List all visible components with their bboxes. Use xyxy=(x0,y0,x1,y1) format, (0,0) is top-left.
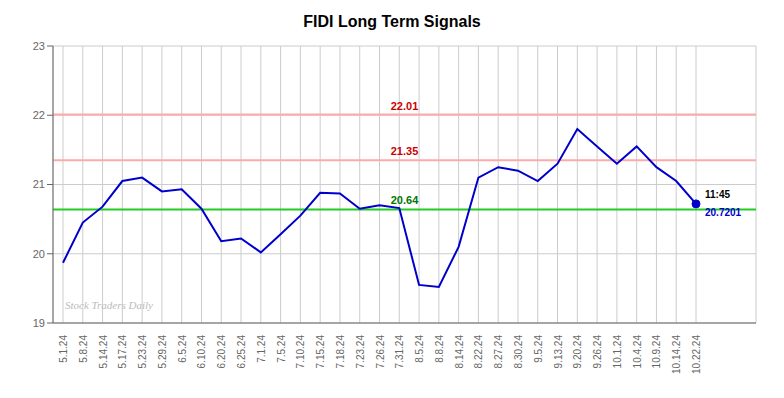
html-text:FIDI Long Term Signals: FIDI Long Term Signals xyxy=(303,13,481,30)
svg-text:7.23.24: 7.23.24 xyxy=(355,335,366,369)
svg-text:20.7201: 20.7201 xyxy=(705,207,742,218)
svg-text:10.9.24: 10.9.24 xyxy=(651,335,662,369)
svg-text:9.20.24: 9.20.24 xyxy=(572,335,583,369)
svg-text:5.29.24: 5.29.24 xyxy=(157,335,168,369)
html-text:Stock Traders Daily: Stock Traders Daily xyxy=(65,299,153,311)
svg-text:7.18.24: 7.18.24 xyxy=(335,335,346,369)
svg-text:8.27.24: 8.27.24 xyxy=(493,335,504,369)
svg-text:7.10.24: 7.10.24 xyxy=(295,335,306,369)
svg-text:6.5.24: 6.5.24 xyxy=(177,335,188,363)
svg-text:8.30.24: 8.30.24 xyxy=(513,335,524,369)
svg-text:9.26.24: 9.26.24 xyxy=(592,335,603,369)
svg-text:10.22.24: 10.22.24 xyxy=(691,335,702,374)
svg-text:10.4.24: 10.4.24 xyxy=(632,335,643,369)
svg-text:7.5.24: 7.5.24 xyxy=(276,335,287,363)
svg-text:8.8.24: 8.8.24 xyxy=(434,335,445,363)
svg-text:5.8.24: 5.8.24 xyxy=(78,335,89,363)
svg-text:8.22.24: 8.22.24 xyxy=(473,335,484,369)
svg-text:11:45: 11:45 xyxy=(705,189,730,200)
svg-text:7.15.24: 7.15.24 xyxy=(315,335,326,369)
svg-text:22.01: 22.01 xyxy=(391,100,419,112)
svg-text:5.17.24: 5.17.24 xyxy=(117,335,128,369)
svg-text:10.1.24: 10.1.24 xyxy=(612,335,623,369)
svg-text:6.20.24: 6.20.24 xyxy=(216,335,227,369)
svg-text:20: 20 xyxy=(33,248,45,260)
svg-text:7.1.24: 7.1.24 xyxy=(256,335,267,363)
svg-text:7.31.24: 7.31.24 xyxy=(394,335,405,369)
svg-text:7.26.24: 7.26.24 xyxy=(375,335,386,369)
svg-text:21.35: 21.35 xyxy=(391,145,419,157)
svg-text:23: 23 xyxy=(33,40,45,52)
svg-text:5.1.24: 5.1.24 xyxy=(58,335,69,363)
svg-text:8.14.24: 8.14.24 xyxy=(454,335,465,369)
svg-text:9.13.24: 9.13.24 xyxy=(553,335,564,369)
svg-text:20.64: 20.64 xyxy=(391,194,419,206)
svg-text:9.5.24: 9.5.24 xyxy=(533,335,544,363)
svg-text:21: 21 xyxy=(33,178,45,190)
svg-text:6.25.24: 6.25.24 xyxy=(236,335,247,369)
svg-text:5.14.24: 5.14.24 xyxy=(98,335,109,369)
svg-text:8.5.24: 8.5.24 xyxy=(414,335,425,363)
svg-text:22: 22 xyxy=(33,109,45,121)
svg-text:19: 19 xyxy=(33,317,45,329)
svg-text:5.23.24: 5.23.24 xyxy=(137,335,148,369)
svg-text:6.10.24: 6.10.24 xyxy=(196,335,207,369)
svg-text:10.14.24: 10.14.24 xyxy=(671,335,682,374)
